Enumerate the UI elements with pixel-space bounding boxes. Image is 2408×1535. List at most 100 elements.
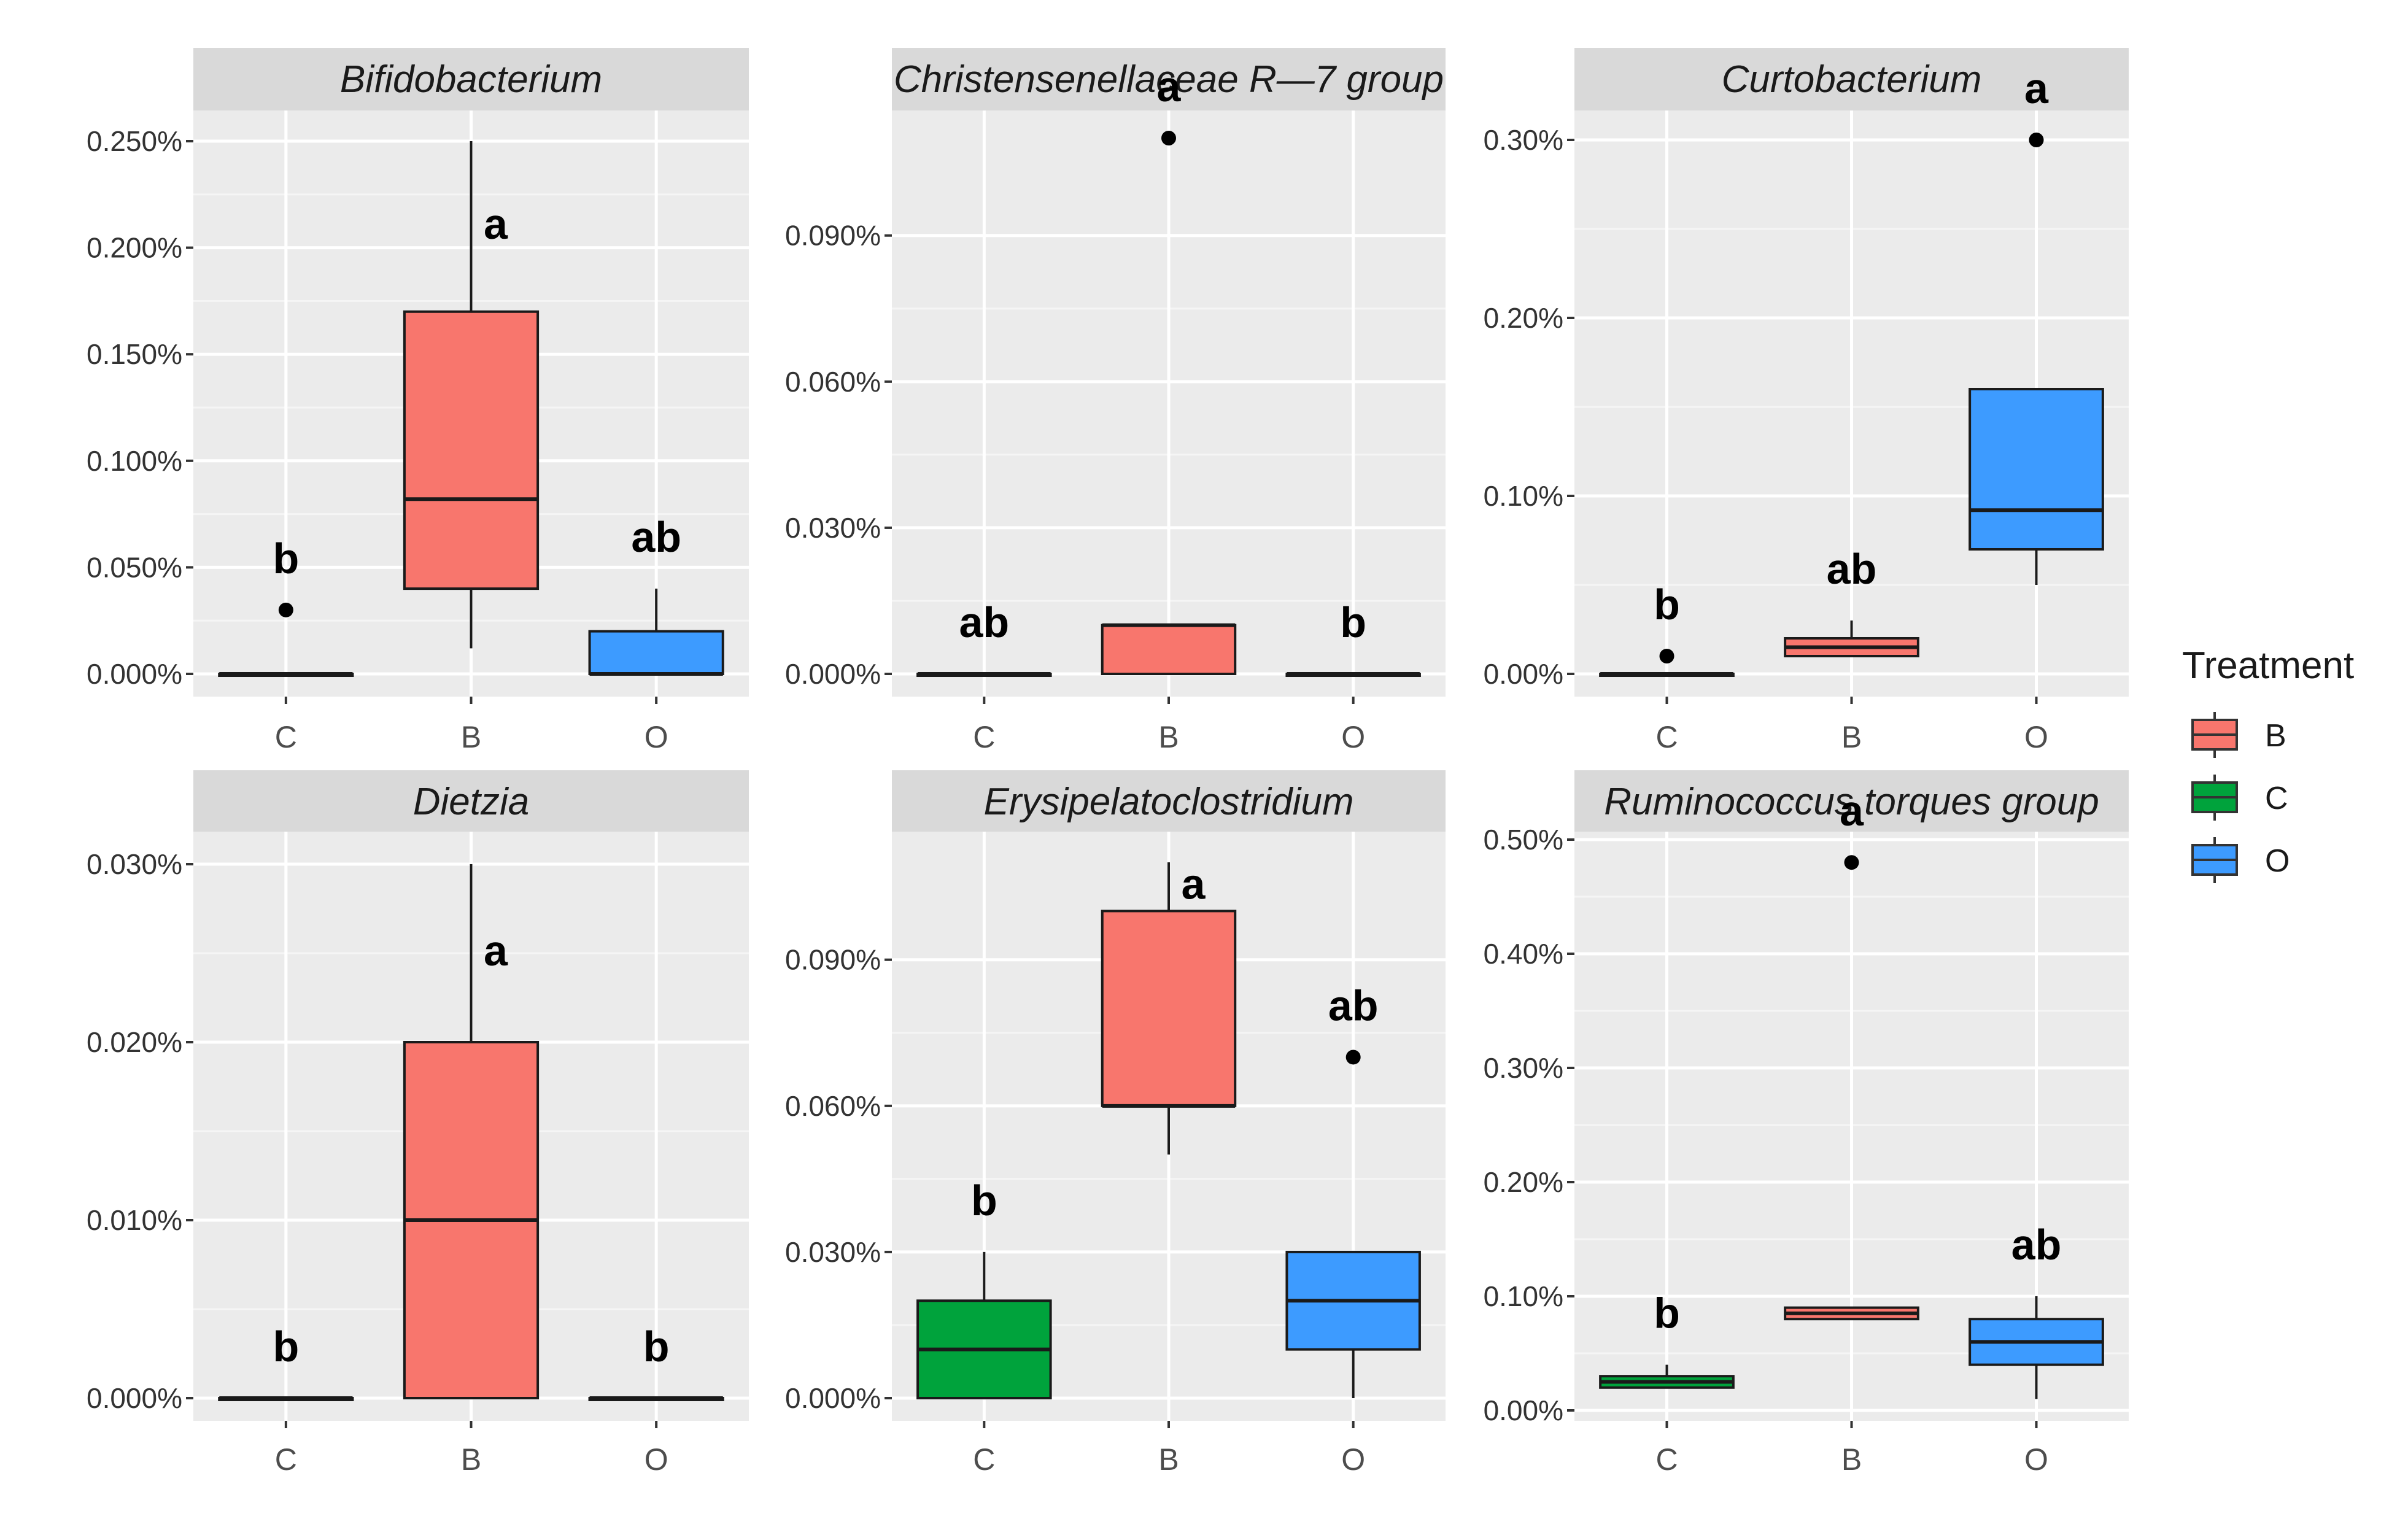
legend-item-o: O bbox=[2191, 837, 2290, 883]
y-tick-label: 0.30% bbox=[1484, 1052, 1563, 1084]
box-o: a bbox=[1969, 64, 2104, 585]
box-c: b bbox=[218, 535, 354, 677]
facet-panel: Bifidobacterium 0.000% 0.050% 0.100% 0.150% 0… bbox=[87, 48, 749, 754]
y-tick-label: 0.030% bbox=[87, 848, 182, 880]
legend: Treatment B C O bbox=[2182, 644, 2354, 883]
facet-strip bbox=[193, 48, 749, 110]
x-tick-label: B bbox=[1841, 1442, 1862, 1477]
y-tick-label: 0.00% bbox=[1484, 658, 1563, 690]
x-tick-label: C bbox=[275, 720, 297, 754]
facet-panel: Ruminococcus torques group 0.00% 0.10% 0.20… bbox=[1484, 770, 2129, 1477]
box-o: ab bbox=[588, 513, 724, 676]
outlier-point bbox=[1844, 855, 1859, 870]
box-body bbox=[1101, 624, 1237, 675]
significance-letter: b bbox=[1654, 1289, 1680, 1337]
y-tick-label: 0.020% bbox=[87, 1026, 182, 1058]
y-tick-label: 0.060% bbox=[785, 366, 881, 398]
y-tick-label: 0.090% bbox=[785, 944, 881, 976]
y-tick-label: 0.10% bbox=[1484, 480, 1563, 512]
facet-strip bbox=[892, 770, 1446, 832]
x-tick-label: C bbox=[1655, 720, 1678, 754]
significance-letter: ab bbox=[959, 598, 1009, 646]
x-tick-label: O bbox=[1341, 1442, 1365, 1477]
significance-letter: b bbox=[273, 1323, 299, 1371]
significance-letter: a bbox=[484, 200, 508, 248]
outlier-point bbox=[1345, 1050, 1361, 1065]
x-tick-label: C bbox=[973, 1442, 995, 1477]
y-tick-label: 0.100% bbox=[87, 445, 182, 477]
facet-panels: Bifidobacterium 0.000% 0.050% 0.100% 0.150% 0… bbox=[87, 48, 2129, 1477]
y-tick-label: 0.000% bbox=[785, 658, 881, 690]
box-o: b bbox=[588, 1323, 724, 1401]
x-tick-label: B bbox=[1158, 720, 1179, 754]
facet-strip bbox=[193, 770, 749, 832]
y-tick-label: 0.000% bbox=[87, 658, 182, 690]
facet-title: Bifidobacterium bbox=[340, 58, 602, 101]
significance-letter: b bbox=[643, 1323, 670, 1371]
box-o: ab bbox=[1969, 1221, 2104, 1399]
significance-letter: ab bbox=[631, 513, 681, 561]
box-body bbox=[588, 630, 724, 676]
facet-title: Curtobacterium bbox=[1722, 58, 1982, 101]
significance-letter: ab bbox=[2011, 1221, 2062, 1269]
box-body bbox=[1969, 388, 2104, 551]
box-c: b bbox=[1599, 581, 1735, 677]
significance-letter: b bbox=[971, 1177, 997, 1224]
y-tick-label: 0.090% bbox=[785, 220, 881, 252]
significance-letter: a bbox=[1182, 860, 1206, 908]
facet-panel: Christensenellaceae R—7 group 0.000% 0.030… bbox=[785, 48, 1446, 754]
y-tick-label: 0.150% bbox=[87, 338, 182, 370]
facet-title: Erysipelatoclostridium bbox=[984, 781, 1354, 823]
facet-title: Ruminococcus torques group bbox=[1604, 781, 2099, 823]
x-tick-label: O bbox=[645, 1442, 668, 1477]
x-tick-label: B bbox=[461, 720, 481, 754]
legend-label-c: C bbox=[2265, 781, 2288, 816]
outlier-point bbox=[2029, 133, 2044, 147]
significance-letter: a bbox=[484, 927, 508, 975]
legend-title: Treatment bbox=[2182, 644, 2354, 687]
y-tick-label: 0.20% bbox=[1484, 1166, 1563, 1198]
legend-label-o: O bbox=[2265, 843, 2290, 879]
x-tick-label: B bbox=[1158, 1442, 1179, 1477]
facet-panel: Erysipelatoclostridium 0.000% 0.030% 0.060%… bbox=[785, 770, 1446, 1477]
box-c: b bbox=[916, 1177, 1052, 1399]
significance-letter: ab bbox=[1328, 981, 1379, 1029]
y-tick-label: 0.200% bbox=[87, 232, 182, 264]
outlier-point bbox=[278, 602, 293, 617]
y-tick-label: 0.060% bbox=[785, 1090, 881, 1122]
box-c: b bbox=[1599, 1289, 1735, 1389]
y-tick-label: 0.30% bbox=[1484, 124, 1563, 156]
y-tick-label: 0.50% bbox=[1484, 824, 1563, 856]
significance-letter: ab bbox=[1827, 545, 1877, 593]
x-tick-label: O bbox=[2024, 1442, 2048, 1477]
significance-letter: b bbox=[1340, 598, 1366, 646]
significance-letter: a bbox=[1157, 63, 1182, 110]
box-body bbox=[1101, 910, 1237, 1107]
box-c: b bbox=[218, 1323, 354, 1401]
y-tick-label: 0.030% bbox=[785, 1236, 881, 1268]
significance-letter: a bbox=[2024, 64, 2049, 112]
significance-letter: b bbox=[1654, 581, 1680, 628]
x-tick-label: O bbox=[2024, 720, 2048, 754]
y-tick-label: 0.000% bbox=[87, 1382, 182, 1414]
legend-label-b: B bbox=[2265, 718, 2286, 754]
y-tick-label: 0.20% bbox=[1484, 302, 1563, 334]
box-b: a bbox=[403, 864, 540, 1399]
box-b: a bbox=[403, 141, 540, 649]
facet-strip bbox=[892, 48, 1446, 110]
facet-title: Dietzia bbox=[413, 781, 530, 823]
x-tick-label: O bbox=[1341, 720, 1365, 754]
x-tick-label: C bbox=[1655, 1442, 1678, 1477]
box-b: a bbox=[1101, 63, 1237, 675]
box-o: ab bbox=[1285, 981, 1421, 1398]
facet-title: Christensenellaceae R—7 group bbox=[894, 58, 1444, 101]
significance-letter: a bbox=[1840, 787, 1864, 835]
y-tick-label: 0.050% bbox=[87, 551, 182, 583]
y-tick-label: 0.000% bbox=[785, 1382, 881, 1414]
outlier-point bbox=[1659, 649, 1674, 663]
y-tick-label: 0.010% bbox=[87, 1204, 182, 1236]
legend-item-c: C bbox=[2191, 775, 2288, 821]
y-tick-label: 0.10% bbox=[1484, 1280, 1563, 1312]
facet-strip bbox=[1574, 48, 2129, 110]
box-b: ab bbox=[1784, 545, 1919, 657]
